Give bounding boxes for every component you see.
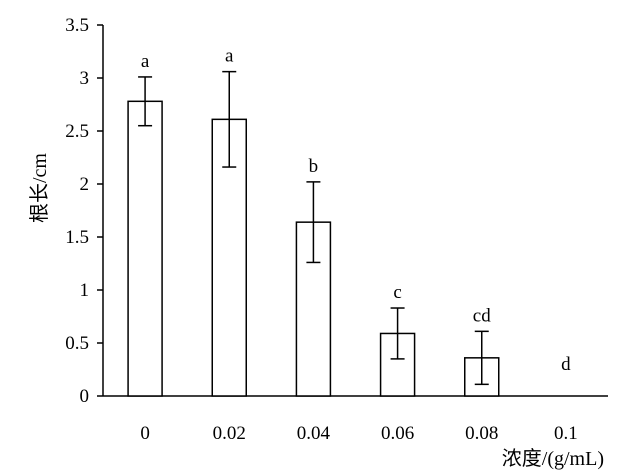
bar	[295, 221, 332, 397]
y-tick-label: 1.5	[65, 227, 89, 248]
x-axis-title: 浓度/(g/mL)	[502, 447, 604, 470]
error-bars	[138, 70, 489, 386]
x-tick-label: 0.02	[213, 423, 246, 444]
y-tick-label: 0.5	[65, 333, 89, 354]
bar	[127, 100, 163, 397]
y-tick-label: 1	[80, 280, 90, 301]
y-tick-label: 3.5	[65, 15, 89, 36]
y-tick-label: 2.5	[65, 121, 89, 142]
y-axis-ticks: 0 0.5 1 1.5 2 2.5 3 3.5	[65, 15, 103, 407]
significance-label: c	[393, 282, 401, 303]
x-tick-label: 0.06	[381, 423, 414, 444]
significance-label: d	[561, 354, 571, 375]
significance-label: a	[225, 46, 234, 67]
significance-label: cd	[473, 305, 491, 326]
x-axis-tick-labels: 0 0.02 0.04 0.06 0.08 0.1	[140, 423, 577, 444]
y-axis-title: 根长/cm	[28, 153, 51, 223]
y-tick-label: 2	[80, 174, 90, 195]
significance-label: b	[309, 156, 319, 177]
axes	[102, 25, 608, 397]
x-tick-label: 0.08	[465, 423, 498, 444]
x-tick-label: 0	[140, 423, 150, 444]
x-tick-label: 0.1	[554, 423, 578, 444]
y-tick-label: 0	[80, 386, 90, 407]
significance-label: a	[141, 51, 150, 72]
significance-labels: a a b c cd d	[141, 46, 571, 375]
x-tick-label: 0.04	[297, 423, 331, 444]
y-tick-label: 3	[80, 68, 90, 89]
